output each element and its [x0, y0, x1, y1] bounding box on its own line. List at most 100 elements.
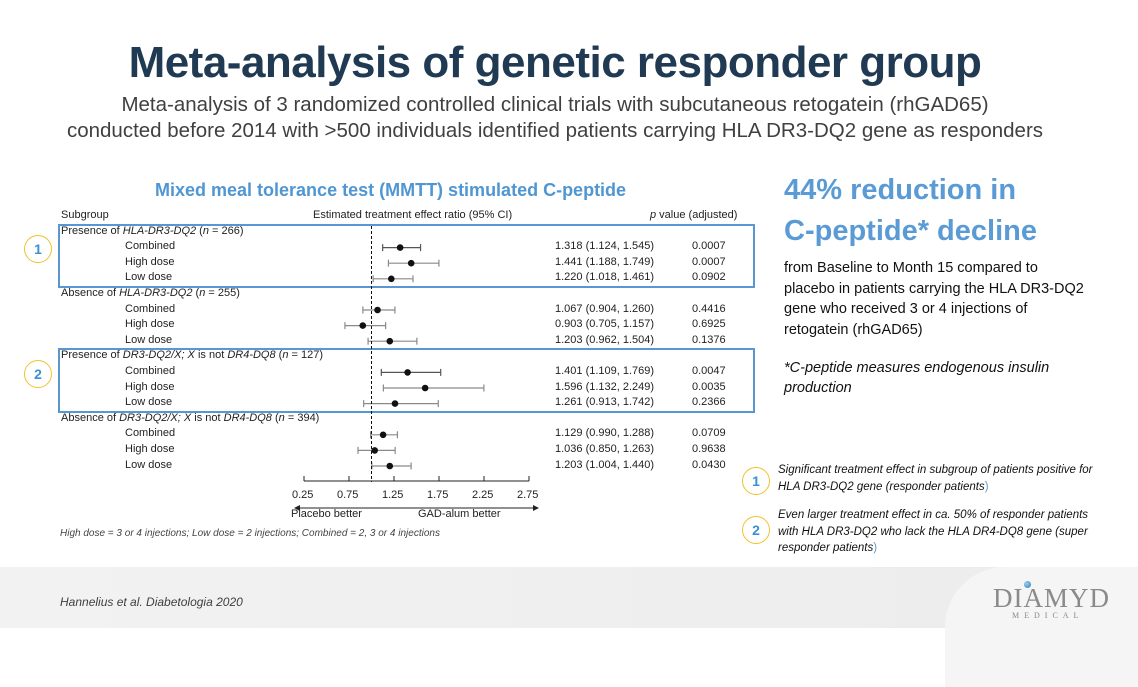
row-label: Combined: [125, 364, 176, 377]
estimate-ci: 1.129 (0.990, 1.288): [555, 427, 655, 440]
point-estimate: [359, 322, 367, 329]
group-label-count: = 266): [208, 224, 244, 237]
page-title: Meta-analysis of genetic responder group: [128, 38, 982, 87]
group-label: Absence of HLA-DR3-DQ2 (n = 255): [61, 287, 240, 299]
dose-footnote: High dose = 3 or 4 injections; Low dose …: [60, 528, 440, 539]
group-label-gene: DR3-DQ2/X; X: [119, 411, 192, 424]
point-estimate: [386, 462, 394, 470]
p-value: 0.1376: [692, 333, 726, 346]
row-label: High dose: [125, 380, 175, 393]
estimate-ci: 1.318 (1.124, 1.545): [555, 240, 655, 253]
legend-text-2: Even larger treatment effect in ca. 50% …: [778, 507, 1098, 557]
point-estimate: [391, 400, 399, 407]
headline-line-2: C-peptide* decline: [784, 215, 1037, 247]
group-label-prefix: Absence of: [61, 411, 120, 424]
point-estimate: [396, 244, 404, 251]
estimate-ci: 1.067 (0.904, 1.260): [555, 302, 655, 315]
subgroup-header: Subgroup: [61, 209, 109, 221]
group-label-paren: (: [192, 286, 200, 299]
row-label: Low dose: [125, 458, 173, 471]
estimate-ci: 1.203 (0.962, 1.504): [555, 333, 655, 346]
group-label-count: = 127): [288, 349, 324, 362]
group-label-prefix: Absence of: [61, 286, 120, 299]
legend-text-2-paren: ): [873, 542, 878, 554]
point-estimate: [404, 369, 411, 376]
row-label: Low dose: [125, 271, 173, 284]
citation: Hannelius et al. Diabetologia 2020: [60, 595, 243, 609]
group-label-prefix: Presence of: [61, 224, 123, 237]
forest-plot: [294, 226, 539, 511]
x-tick-label: 0.75: [337, 489, 359, 501]
legend-badge-1: 1: [742, 467, 770, 495]
legend-text-2-body: Even larger treatment effect in ca. 50% …: [778, 509, 1089, 554]
group-label-mid: is not: [191, 411, 224, 424]
point-estimate: [371, 447, 379, 454]
row-label: High dose: [125, 318, 175, 331]
company-logo: DIAMYD: [993, 583, 1110, 613]
gad-alum-better-label: GAD-alum better: [418, 508, 501, 520]
x-tick-label: 0.25: [292, 489, 314, 501]
group-label-gene: HLA-DR3-DQ2: [122, 224, 197, 237]
group-label-n: n: [199, 286, 206, 299]
c-peptide-note: *C-peptide measures endogenous insulin p…: [784, 360, 1050, 396]
highlight-box-1: [58, 223, 755, 288]
group-label: Presence of HLA-DR3-DQ2 (n = 266): [61, 225, 244, 237]
p-value: 0.0047: [692, 364, 726, 377]
company-logo-sub: MEDICAL: [1012, 611, 1084, 620]
summary-body: from Baseline to Month 15 compared to pl…: [784, 260, 1084, 338]
subtitle-line-1: Meta-analysis of 3 randomized controlled…: [121, 93, 989, 116]
p-value: 0.0007: [692, 255, 726, 268]
group-label-gene: DR3-DQ2/X; X: [122, 349, 195, 362]
group-label-gene2: DR4-DQ8: [223, 411, 272, 424]
chart-title: Mixed meal tolerance test (MMTT) stimula…: [155, 180, 627, 200]
estimate-ci: 1.036 (0.850, 1.263): [555, 442, 655, 455]
row-label: High dose: [125, 442, 175, 455]
x-tick-label: 2.75: [517, 489, 539, 501]
row-label: High dose: [125, 255, 175, 268]
legend-text-1: Significant treatment effect in subgroup…: [778, 462, 1098, 495]
p-value: 0.9638: [692, 442, 726, 455]
left-arrow-icon: [294, 505, 300, 511]
pvalue-header-p: p: [650, 209, 657, 221]
placebo-better-label: Placebo better: [291, 508, 362, 520]
group-label-gene2: DR4-DQ8: [227, 349, 276, 362]
group-label-paren: (: [271, 411, 279, 424]
group-label-paren: (: [275, 349, 283, 362]
p-value: 0.0007: [692, 240, 726, 253]
estimate-ci: 1.596 (1.132, 2.249): [555, 380, 655, 393]
row-label: Low dose: [125, 396, 173, 409]
group-label: Presence of DR3-DQ2/X; X is not DR4-DQ8 …: [61, 349, 323, 361]
p-value: 0.0035: [692, 380, 726, 393]
group-label: Absence of DR3-DQ2/X; X is not DR4-DQ8 (…: [61, 412, 319, 424]
group-label-n: n: [202, 224, 209, 237]
point-estimate: [388, 275, 395, 283]
group-label-gene: HLA-DR3-DQ2: [119, 286, 193, 299]
p-value: 0.0430: [692, 458, 726, 471]
pvalue-header-text: value (adjusted): [656, 209, 738, 221]
group-badge-2: 2: [24, 359, 52, 388]
logo-dot-icon: [1024, 581, 1031, 588]
group-label-count: = 255): [205, 286, 240, 299]
subtitle-line-2: conducted before 2014 with >500 individu…: [66, 119, 1044, 142]
estimate-ci: 1.441 (1.188, 1.749): [555, 255, 655, 268]
group-label-paren: (: [196, 224, 203, 237]
pvalue-header: p value (adjusted): [650, 209, 737, 221]
estimate-ci: 1.261 (0.913, 1.742): [555, 396, 655, 409]
p-value: 0.6925: [692, 318, 726, 331]
highlight-box-2: [58, 348, 755, 413]
group-label-prefix: Presence of: [61, 349, 123, 362]
group-label-n: n: [278, 411, 285, 424]
estimate-ci: 1.203 (1.004, 1.440): [555, 458, 655, 471]
group-label-n: n: [282, 349, 289, 362]
group-badge-1: 1: [24, 234, 52, 263]
headline-line-1: 44% reduction in: [784, 174, 1017, 206]
point-estimate: [386, 337, 394, 345]
x-tick-label: 1.75: [427, 489, 449, 501]
x-tick-label: 1.25: [382, 489, 404, 501]
x-tick-label: 2.25: [472, 489, 494, 501]
point-estimate: [374, 306, 381, 314]
legend-text-1-paren: ): [984, 480, 989, 493]
estimate-ci: 1.220 (1.018, 1.461): [555, 271, 655, 284]
right-arrow-icon: [533, 505, 539, 511]
legend-text-1-body: Significant treatment effect in subgroup…: [778, 464, 1093, 493]
